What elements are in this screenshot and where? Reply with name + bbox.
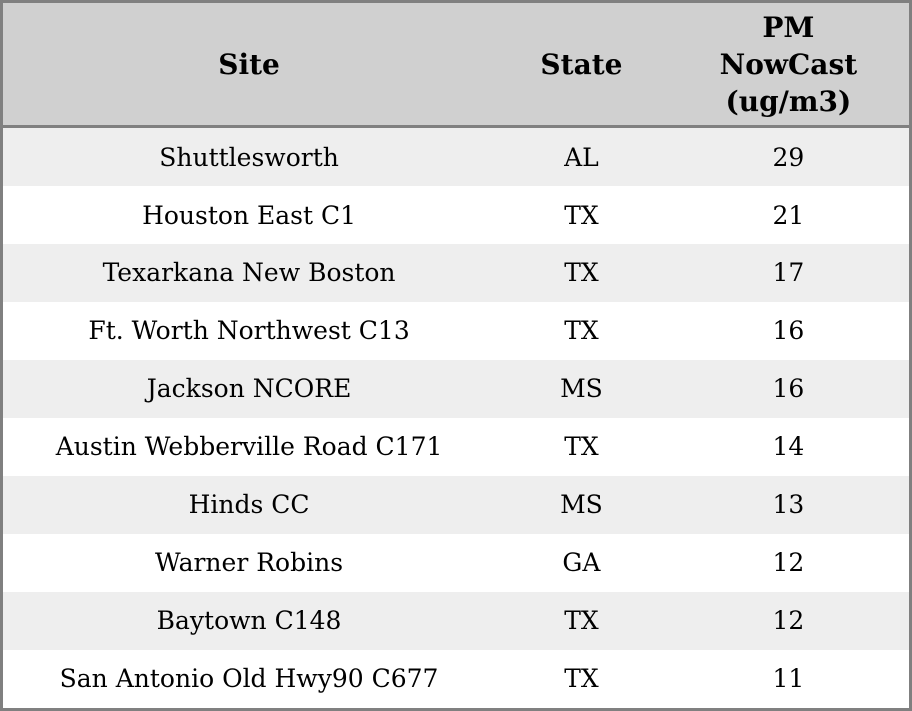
state-cell: TX [564, 432, 599, 462]
table-row: Jackson NCORE MS 16 [1, 359, 911, 418]
pm-value-cell: 12 [772, 606, 805, 636]
state-cell: MS [560, 490, 603, 520]
state-cell: GA [562, 548, 601, 578]
site-cell: San Antonio Old Hwy90 C677 [59, 664, 439, 694]
table-row: Shuttlesworth AL 29 [1, 126, 911, 187]
state-cell: TX [564, 200, 599, 230]
site-cell: Hinds CC [188, 490, 310, 520]
site-cell: Baytown C148 [156, 606, 342, 636]
state-cell: TX [564, 606, 599, 636]
table-row: Texarkana New Boston TX 17 [1, 244, 911, 302]
pm-value-cell: 16 [772, 374, 805, 404]
column-header-pm-nowcast: PM NowCast (ug/m3) [667, 1, 911, 128]
column-header-pm-nowcast-label: PM NowCast (ug/m3) [719, 10, 858, 118]
state-cell: TX [564, 664, 599, 694]
table-row: Ft. Worth Northwest C13 TX 16 [1, 301, 911, 360]
state-cell: TX [564, 316, 599, 346]
state-cell: AL [564, 142, 599, 172]
table-body: Shuttlesworth AL 29 Houston East C1 TX 2… [1, 126, 911, 710]
site-cell: Shuttlesworth [159, 142, 339, 172]
table-row: Austin Webberville Road C171 TX 14 [1, 417, 911, 476]
site-cell: Jackson NCORE [146, 374, 352, 404]
table-row: Warner Robins GA 12 [1, 533, 911, 592]
table-row: Baytown C148 TX 12 [1, 591, 911, 650]
pm-value-cell: 29 [772, 142, 805, 172]
site-cell: Texarkana New Boston [102, 258, 396, 288]
pm-value-cell: 16 [772, 316, 805, 346]
state-cell: TX [564, 258, 599, 288]
pm-value-cell: 21 [772, 200, 805, 230]
site-cell: Austin Webberville Road C171 [55, 432, 443, 462]
table-row: Hinds CC MS 13 [1, 475, 911, 534]
pm-value-cell: 14 [772, 432, 805, 462]
pm-value-cell: 11 [772, 664, 805, 694]
column-header-site: Site [1, 1, 496, 128]
pm-value-cell: 12 [772, 548, 805, 578]
site-cell: Ft. Worth Northwest C13 [88, 316, 410, 346]
pm-value-cell: 13 [772, 490, 805, 520]
table-header: Site State PM NowCast (ug/m3) [1, 1, 911, 128]
site-cell: Houston East C1 [142, 200, 357, 230]
table-row: San Antonio Old Hwy90 C677 TX 11 [1, 649, 911, 710]
state-cell: MS [560, 374, 603, 404]
table-row: Houston East C1 TX 21 [1, 186, 911, 244]
column-header-state: State [495, 1, 668, 128]
header-row: Site State PM NowCast (ug/m3) [1, 1, 911, 128]
site-cell: Warner Robins [155, 548, 344, 578]
pm-value-cell: 17 [772, 258, 805, 288]
